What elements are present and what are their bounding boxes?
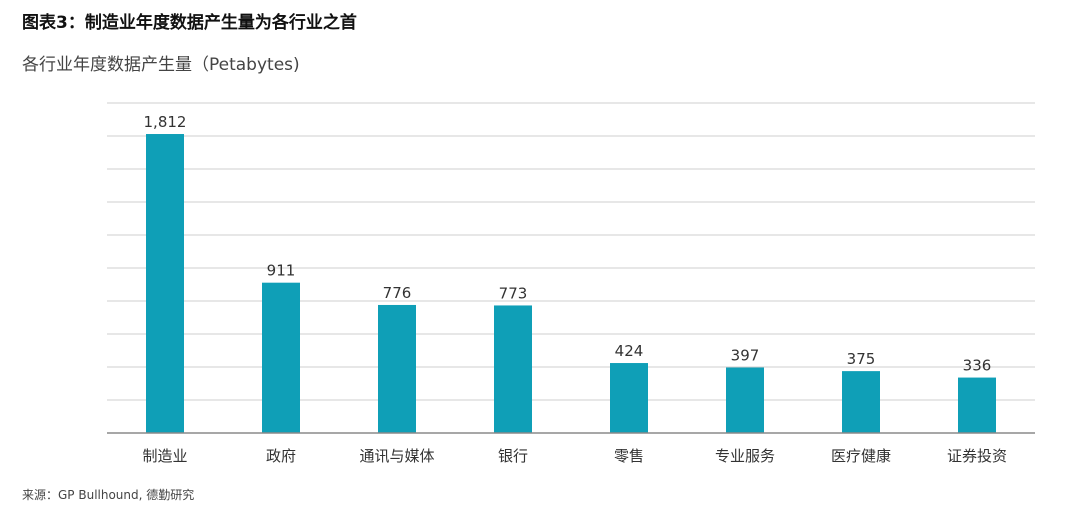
data-label: 776 [383,284,412,302]
category-label: 专业服务 [715,447,775,465]
data-labels: 1,812 911 776 773 424 397 375 336 [144,113,992,375]
data-label: 424 [615,342,644,360]
data-label: 375 [847,350,876,368]
bar [378,304,416,433]
chart-title: 各行业年度数据产生量（Petabytes) [22,55,300,75]
data-label: 397 [731,346,760,364]
data-label: 1,812 [144,113,187,131]
data-label: 336 [963,357,992,375]
gridlines [107,102,1035,401]
bar [494,305,532,433]
data-label: 911 [267,262,296,280]
category-label: 通讯与媒体 [359,447,434,465]
bar [262,282,300,433]
category-label: 制造业 [142,447,187,465]
category-label: 政府 [266,447,296,465]
category-label: 医疗健康 [831,447,891,465]
source-note: 来源：GP Bullhound, 德勤研究 [22,488,195,502]
data-label: 773 [499,284,528,302]
bar [146,134,184,433]
category-label: 银行 [498,447,528,465]
bar [610,363,648,433]
bar [958,377,996,433]
category-label: 证券投资 [947,447,1007,465]
bar [842,371,880,433]
bars [146,134,996,433]
figure-title: 图表3：制造业年度数据产生量为各行业之首 [22,13,357,33]
category-label: 零售 [614,447,644,465]
bar [726,367,764,433]
category-labels: 制造业 政府 通讯与媒体 银行 零售 专业服务 医疗健康 证券投资 [142,447,1007,465]
